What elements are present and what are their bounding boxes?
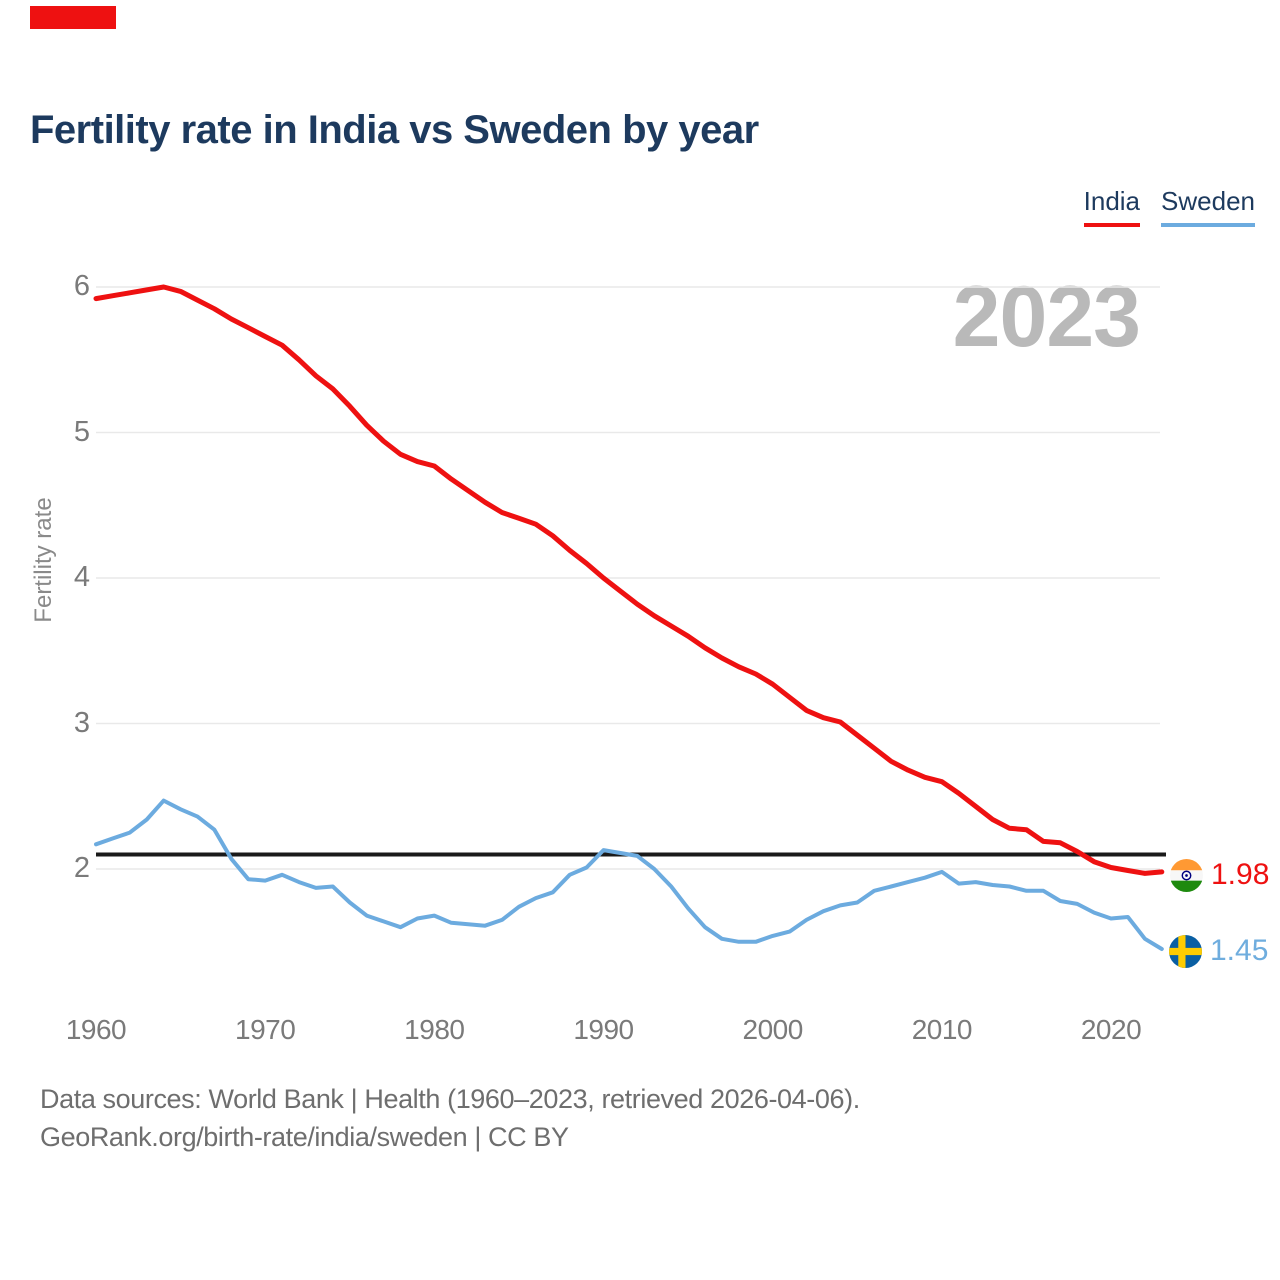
- red-marker-bar: [30, 6, 116, 29]
- y-axis-title: Fertility rate: [30, 497, 57, 623]
- page-title: Fertility rate in India vs Sweden by yea…: [30, 108, 759, 152]
- year-watermark: 2023: [952, 269, 1141, 365]
- x-tick-1990: 1990: [573, 1014, 634, 1045]
- x-tick-1980: 1980: [404, 1014, 465, 1045]
- y-tick-4: 4: [73, 561, 90, 593]
- footer-line-1: Data sources: World Bank | Health (1960–…: [40, 1084, 860, 1114]
- footer-line-2: GeoRank.org/birth-rate/india/sweden | CC…: [40, 1122, 569, 1152]
- legend-item-sweden[interactable]: Sweden: [1161, 186, 1255, 227]
- x-tick-1960: 1960: [65, 1014, 127, 1045]
- series-line-sweden: [94, 798, 1164, 951]
- series-line-india: [93, 284, 1165, 876]
- legend-item-india[interactable]: India: [1083, 186, 1141, 227]
- x-tick-2020: 2020: [1080, 1014, 1142, 1045]
- y-tick-2: 2: [73, 852, 90, 884]
- legend: India Sweden: [1083, 186, 1255, 227]
- sweden-end-value: 1.45: [1210, 934, 1269, 967]
- india-flag-icon: [1170, 858, 1203, 892]
- y-tick-5: 5: [73, 415, 90, 448]
- india-end-label: 1.98: [1170, 858, 1269, 892]
- sweden-end-label: 1.45: [1169, 934, 1268, 968]
- y-tick-6: 6: [73, 270, 90, 302]
- x-tick-2010: 2010: [911, 1014, 973, 1045]
- data-source-footer: Data sources: World Bank | Health (1960–…: [40, 1080, 860, 1156]
- x-tick-2000: 2000: [742, 1014, 804, 1045]
- sweden-flag-icon: [1169, 934, 1202, 968]
- y-tick-3: 3: [73, 706, 90, 739]
- india-end-value: 1.98: [1211, 858, 1270, 891]
- x-tick-1970: 1970: [235, 1014, 296, 1045]
